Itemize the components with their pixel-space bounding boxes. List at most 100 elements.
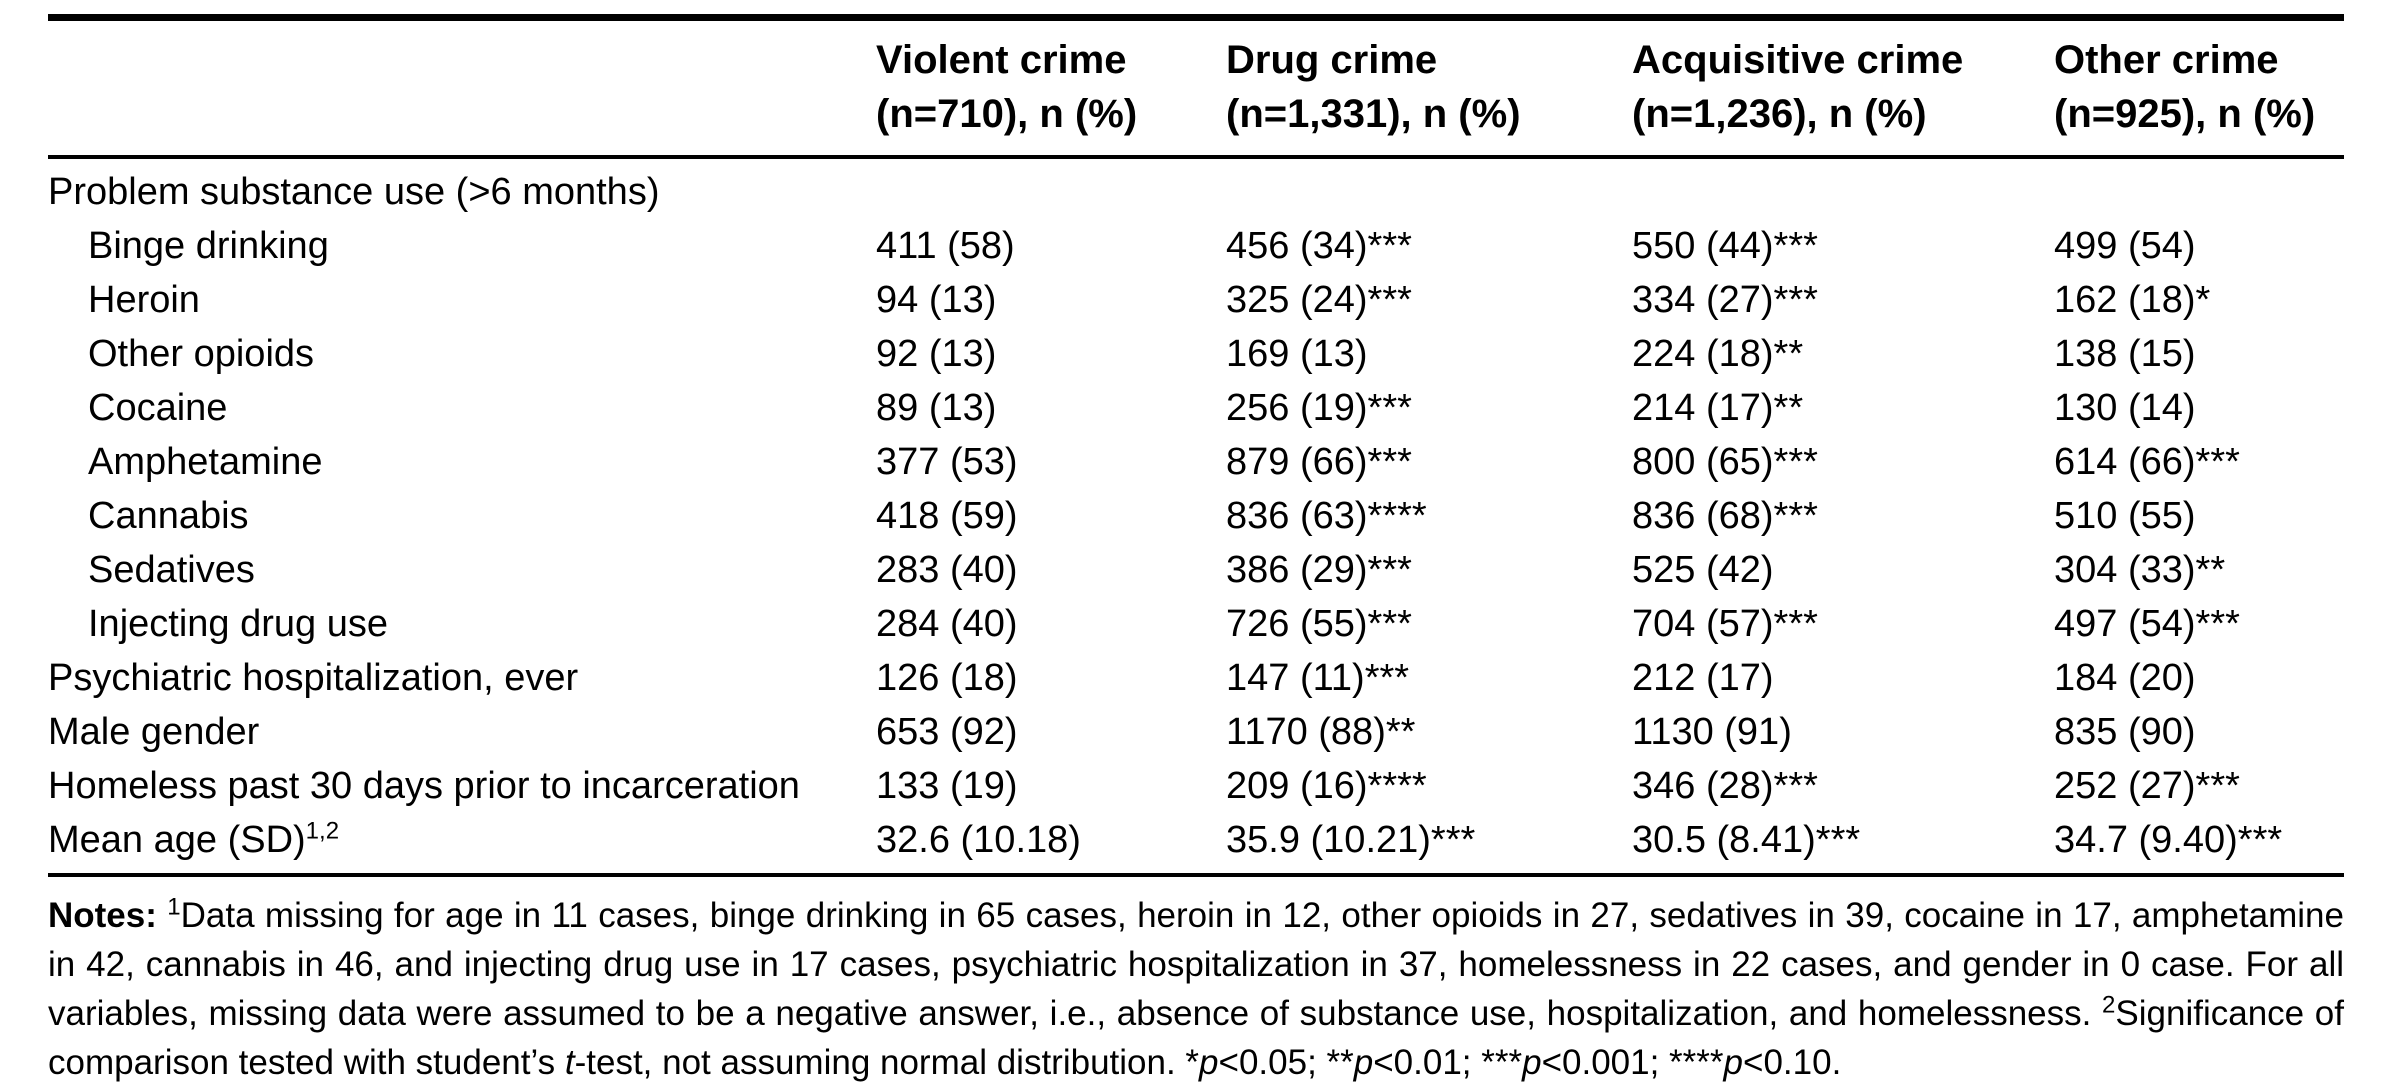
footnote-2-marker: 2	[2102, 991, 2116, 1019]
table-row-sedatives: Sedatives 283 (40) 386 (29)*** 525 (42) …	[48, 543, 2344, 597]
table-row-homeless: Homeless past 30 days prior to incarcera…	[48, 759, 2344, 813]
row-label: Mean age (SD)1,2	[48, 813, 876, 877]
cell-value: 30.5 (8.41)***	[1632, 813, 2054, 877]
cell-value: 92 (13)	[876, 333, 997, 375]
row-label: Binge drinking	[88, 225, 329, 267]
header-drug-crime: Drug crime (n=1,331), n (%)	[1226, 17, 1632, 159]
row-label: Homeless past 30 days prior to incarcera…	[48, 765, 800, 807]
cell-value: 386 (29)***	[1226, 549, 1412, 591]
notes-text: <0.05; **	[1218, 1043, 1354, 1082]
cell-value: 214 (17)**	[1632, 387, 1804, 429]
p-italic: p	[1199, 1043, 1219, 1082]
cell-value: 1170 (88)**	[1226, 711, 1416, 753]
cell-value: 212 (17)	[1632, 657, 1774, 699]
cell-value: 147 (11)***	[1226, 657, 1410, 699]
cell-value: 879 (66)***	[1226, 441, 1412, 483]
cell-value: 126 (18)	[876, 657, 1018, 699]
cell-value: 34.7 (9.40)***	[2054, 813, 2344, 877]
cell-value: 418 (59)	[876, 495, 1018, 537]
t-test-italic: t	[564, 1043, 575, 1082]
header-other-crime: Other crime (n=925), n (%)	[2054, 17, 2344, 159]
column-subtitle: (n=925), n (%)	[2054, 92, 2316, 136]
cell-value: 1130 (91)	[1632, 711, 1792, 753]
table-header: Violent crime (n=710), n (%) Drug crime …	[48, 17, 2344, 159]
row-label-text: Mean age (SD)	[48, 819, 306, 861]
cell-value: 334 (27)***	[1632, 279, 1818, 321]
table-row-male-gender: Male gender 653 (92) 1170 (88)** 1130 (9…	[48, 705, 2344, 759]
column-title: Other crime	[2054, 38, 2279, 82]
table-row-injecting-drug-use: Injecting drug use 284 (40) 726 (55)*** …	[48, 597, 2344, 651]
cell-value: 497 (54)***	[2054, 603, 2240, 645]
cell-value: 499 (54)	[2054, 225, 2196, 267]
table-row-cannabis: Cannabis 418 (59) 836 (63)**** 836 (68)*…	[48, 489, 2344, 543]
cell-value	[1226, 157, 1632, 219]
cell-value: 550 (44)***	[1632, 225, 1818, 267]
p-italic: p	[1522, 1043, 1542, 1082]
cell-value: 377 (53)	[876, 441, 1018, 483]
cell-value: 525 (42)	[1632, 549, 1774, 591]
table-row-psychiatric-hospitalization: Psychiatric hospitalization, ever 126 (1…	[48, 651, 2344, 705]
cell-value: 325 (24)***	[1226, 279, 1412, 321]
cell-value: 94 (13)	[876, 279, 997, 321]
row-label: Sedatives	[88, 549, 255, 591]
notes-text: <0.001; ****	[1541, 1043, 1724, 1082]
cell-value: 133 (19)	[876, 765, 1018, 807]
row-label: Cocaine	[88, 387, 228, 429]
cell-value: 653 (92)	[876, 711, 1018, 753]
cell-value: 800 (65)***	[1632, 441, 1818, 483]
header-empty-cell	[48, 17, 876, 159]
cell-value: 256 (19)***	[1226, 387, 1412, 429]
column-title: Drug crime	[1226, 38, 1438, 82]
cell-value: 89 (13)	[876, 387, 997, 429]
cell-value: 283 (40)	[876, 549, 1018, 591]
cell-value: 130 (14)	[2054, 387, 2196, 429]
table-notes: Notes: 1Data missing for age in 11 cases…	[48, 891, 2344, 1087]
row-label: Other opioids	[88, 333, 315, 375]
cell-value: 704 (57)***	[1632, 603, 1818, 645]
cell-value: 252 (27)***	[2054, 765, 2240, 807]
notes-text: -test, not assuming normal distribution.…	[574, 1043, 1200, 1082]
notes-text: <0.10.	[1743, 1043, 1842, 1082]
cell-value: 726 (55)***	[1226, 603, 1412, 645]
cell-value	[1632, 157, 2054, 219]
column-title: Acquisitive crime	[1632, 38, 1964, 82]
cell-value: 138 (15)	[2054, 333, 2196, 375]
notes-text: Data missing for age in 11 cases, binge …	[48, 896, 2344, 1033]
table-row-mean-age: Mean age (SD)1,2 32.6 (10.18) 35.9 (10.2…	[48, 813, 2344, 877]
substance-use-by-crime-table: Violent crime (n=710), n (%) Drug crime …	[48, 14, 2344, 877]
table-row-binge-drinking: Binge drinking 411 (58) 456 (34)*** 550 …	[48, 219, 2344, 273]
cell-value: 836 (68)***	[1632, 495, 1818, 537]
column-title: Violent crime	[876, 38, 1127, 82]
header-violent-crime: Violent crime (n=710), n (%)	[876, 17, 1226, 159]
cell-value: 184 (20)	[2054, 657, 2196, 699]
table-body: Problem substance use (>6 months) Binge …	[48, 157, 2344, 877]
row-label: Amphetamine	[88, 441, 323, 483]
row-label: Male gender	[48, 711, 260, 753]
table-row-amphetamine: Amphetamine 377 (53) 879 (66)*** 800 (65…	[48, 435, 2344, 489]
cell-value: 836 (63)****	[1226, 495, 1427, 537]
notes-text: <0.01; ***	[1373, 1043, 1523, 1082]
table-row-group-substance-use: Problem substance use (>6 months)	[48, 157, 2344, 219]
cell-value: 456 (34)***	[1226, 225, 1412, 267]
cell-value: 209 (16)****	[1226, 765, 1427, 807]
cell-value	[876, 157, 1226, 219]
column-subtitle: (n=1,236), n (%)	[1632, 92, 1927, 136]
column-subtitle: (n=710), n (%)	[876, 92, 1138, 136]
cell-value: 835 (90)	[2054, 711, 2196, 753]
cell-value: 32.6 (10.18)	[876, 813, 1226, 877]
cell-value: 346 (28)***	[1632, 765, 1818, 807]
table-row-other-opioids: Other opioids 92 (13) 169 (13) 224 (18)*…	[48, 327, 2344, 381]
p-italic: p	[1353, 1043, 1374, 1082]
cell-value: 411 (58)	[876, 225, 1015, 267]
cell-value: 284 (40)	[876, 603, 1018, 645]
cell-value: 614 (66)***	[2054, 441, 2240, 483]
notes-label: Notes:	[48, 896, 168, 935]
footnote-1-marker: 1	[167, 893, 181, 921]
row-label: Heroin	[88, 279, 200, 321]
footnote-marker: 1,2	[305, 817, 340, 845]
cell-value: 169 (13)	[1226, 333, 1368, 375]
cell-value: 304 (33)**	[2054, 549, 2226, 591]
row-label: Psychiatric hospitalization, ever	[48, 657, 579, 699]
cell-value: 35.9 (10.21)***	[1226, 813, 1632, 877]
header-row: Violent crime (n=710), n (%) Drug crime …	[48, 17, 2344, 159]
